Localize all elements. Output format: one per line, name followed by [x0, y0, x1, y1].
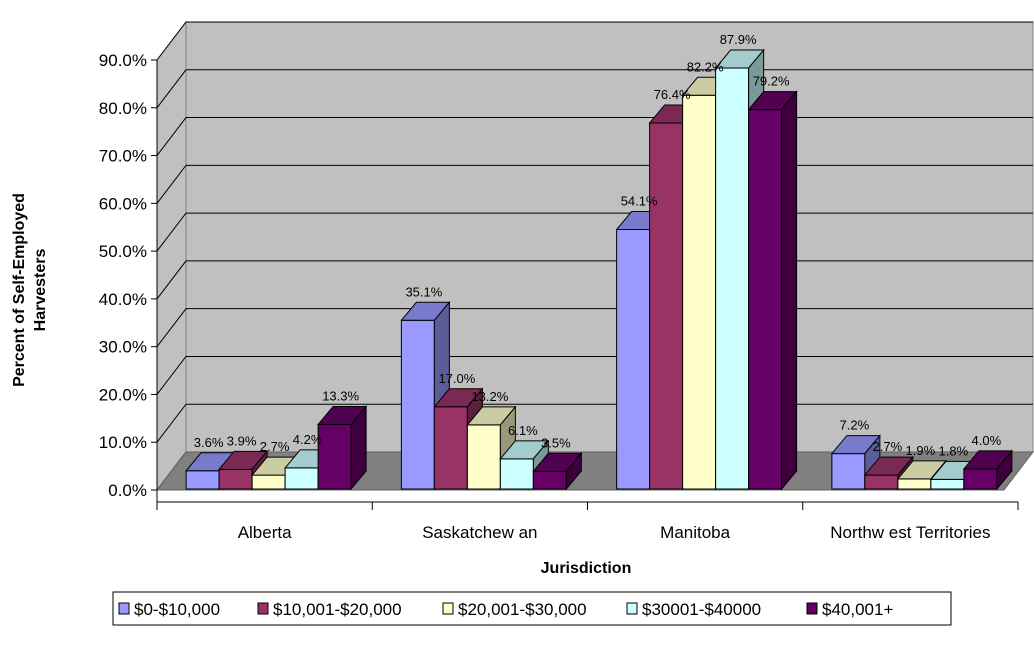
bar-side — [565, 451, 582, 491]
bar-front — [682, 94, 717, 490]
bar-front — [748, 109, 783, 490]
bar — [532, 451, 583, 491]
legend-label: $30001-$40000 — [642, 600, 761, 619]
data-label: 76.4% — [654, 87, 691, 102]
data-label: 4.2% — [293, 432, 323, 447]
y-axis-title-line-2: Harvesters — [32, 249, 49, 332]
bar-front — [251, 474, 286, 490]
y-tick-label: 40.0% — [99, 290, 147, 309]
bar-front — [963, 468, 998, 490]
legend: $0-$10,000 $10,001-$20,000 $20,001-$30,000… — [112, 591, 952, 626]
bars — [185, 48, 1013, 491]
floor — [155, 451, 1034, 491]
y-tick-label: 80.0% — [99, 99, 147, 118]
legend-swatch — [257, 602, 269, 615]
bar-front — [831, 453, 866, 490]
legend-item: $0-$10,000 — [118, 600, 220, 619]
bar-front — [499, 458, 534, 490]
data-label: 3.9% — [227, 433, 257, 448]
bar-front — [400, 319, 435, 490]
y-tick-label: 50.0% — [99, 242, 147, 261]
data-label: 87.9% — [720, 32, 757, 47]
legend-swatch — [626, 602, 638, 615]
legend-item: $10,001-$20,000 — [257, 600, 402, 619]
bar-side — [350, 405, 367, 491]
bar — [317, 405, 368, 491]
gridlines — [156, 21, 1033, 491]
x-tick-label: Northw est Territories — [830, 523, 990, 542]
bar-front — [715, 67, 750, 490]
data-label: 3.5% — [541, 435, 571, 450]
y-tick-label: 60.0% — [99, 194, 147, 213]
bar-side — [996, 449, 1013, 491]
x-tick-label: Saskatchew an — [422, 523, 537, 542]
chart-walls — [156, 20, 1034, 492]
bar-front — [532, 470, 567, 490]
bar-front — [284, 467, 319, 490]
legend-label: $20,001-$30,000 — [458, 600, 587, 619]
bar — [747, 90, 798, 491]
data-label: 2.7% — [873, 439, 903, 454]
y-tick-label: 90.0% — [99, 51, 147, 70]
bar — [962, 449, 1013, 491]
y-tick-label: 10.0% — [99, 433, 147, 452]
data-label: 7.2% — [840, 418, 870, 433]
legend-label: $0-$10,000 — [134, 600, 220, 619]
data-label: 79.2% — [753, 74, 790, 89]
y-axis-title-line-1: Percent of Self-Employed — [11, 193, 28, 387]
bar-front — [433, 406, 468, 490]
data-label: 4.0% — [972, 433, 1002, 448]
axes: 0.0% 10.0% 20.0% 30.0% 40.0% 50.0% 60.0% 70.0% 8… — [99, 51, 1019, 542]
data-label: 13.3% — [322, 388, 359, 403]
data-label: 54.1% — [621, 194, 658, 209]
data-label: 35.1% — [405, 284, 442, 299]
back-wall — [185, 21, 1034, 453]
legend-label: $10,001-$20,000 — [273, 600, 402, 619]
legend-item: $40,001+ — [806, 600, 893, 619]
legend-label: $40,001+ — [822, 600, 893, 619]
bar-front — [185, 470, 220, 490]
x-tick-label: Alberta — [238, 523, 292, 542]
y-tick-label: 70.0% — [99, 147, 147, 166]
bar-side — [781, 90, 798, 491]
y-tick-label: 0.0% — [108, 481, 147, 500]
bar-front — [616, 229, 651, 490]
data-label: 3.6% — [194, 435, 224, 450]
legend-item: $20,001-$30,000 — [442, 600, 587, 619]
data-label: 2.7% — [260, 439, 290, 454]
x-axis-title: Jurisdiction — [541, 560, 632, 577]
data-labels: 3.6% 3.9% 2.7% 4.2%13.3%35.1%17.0%13.2%6.1%… — [194, 32, 1002, 458]
bar-front — [864, 474, 899, 490]
side-wall — [156, 20, 187, 492]
x-tick-label: Manitoba — [660, 523, 730, 542]
bar-front — [317, 423, 352, 490]
data-label: 1.8% — [939, 443, 969, 458]
data-label: 82.2% — [687, 59, 724, 74]
legend-swatch — [806, 602, 818, 615]
gridline — [156, 21, 1033, 61]
bar-front — [930, 478, 965, 490]
bar-front — [649, 122, 684, 490]
bar-front — [897, 478, 932, 490]
y-tick-label: 30.0% — [99, 338, 147, 357]
data-label: 17.0% — [438, 371, 475, 386]
data-label: 6.1% — [508, 423, 538, 438]
bar-front — [466, 424, 501, 490]
chart-floor — [155, 451, 1034, 491]
legend-swatch — [442, 602, 454, 615]
legend-item: $30001-$40000 — [626, 600, 761, 619]
legend-swatch — [118, 602, 130, 615]
bar-front — [218, 468, 253, 490]
data-label: 1.9% — [906, 443, 936, 458]
data-label: 13.2% — [471, 389, 508, 404]
y-tick-label: 20.0% — [99, 385, 147, 404]
